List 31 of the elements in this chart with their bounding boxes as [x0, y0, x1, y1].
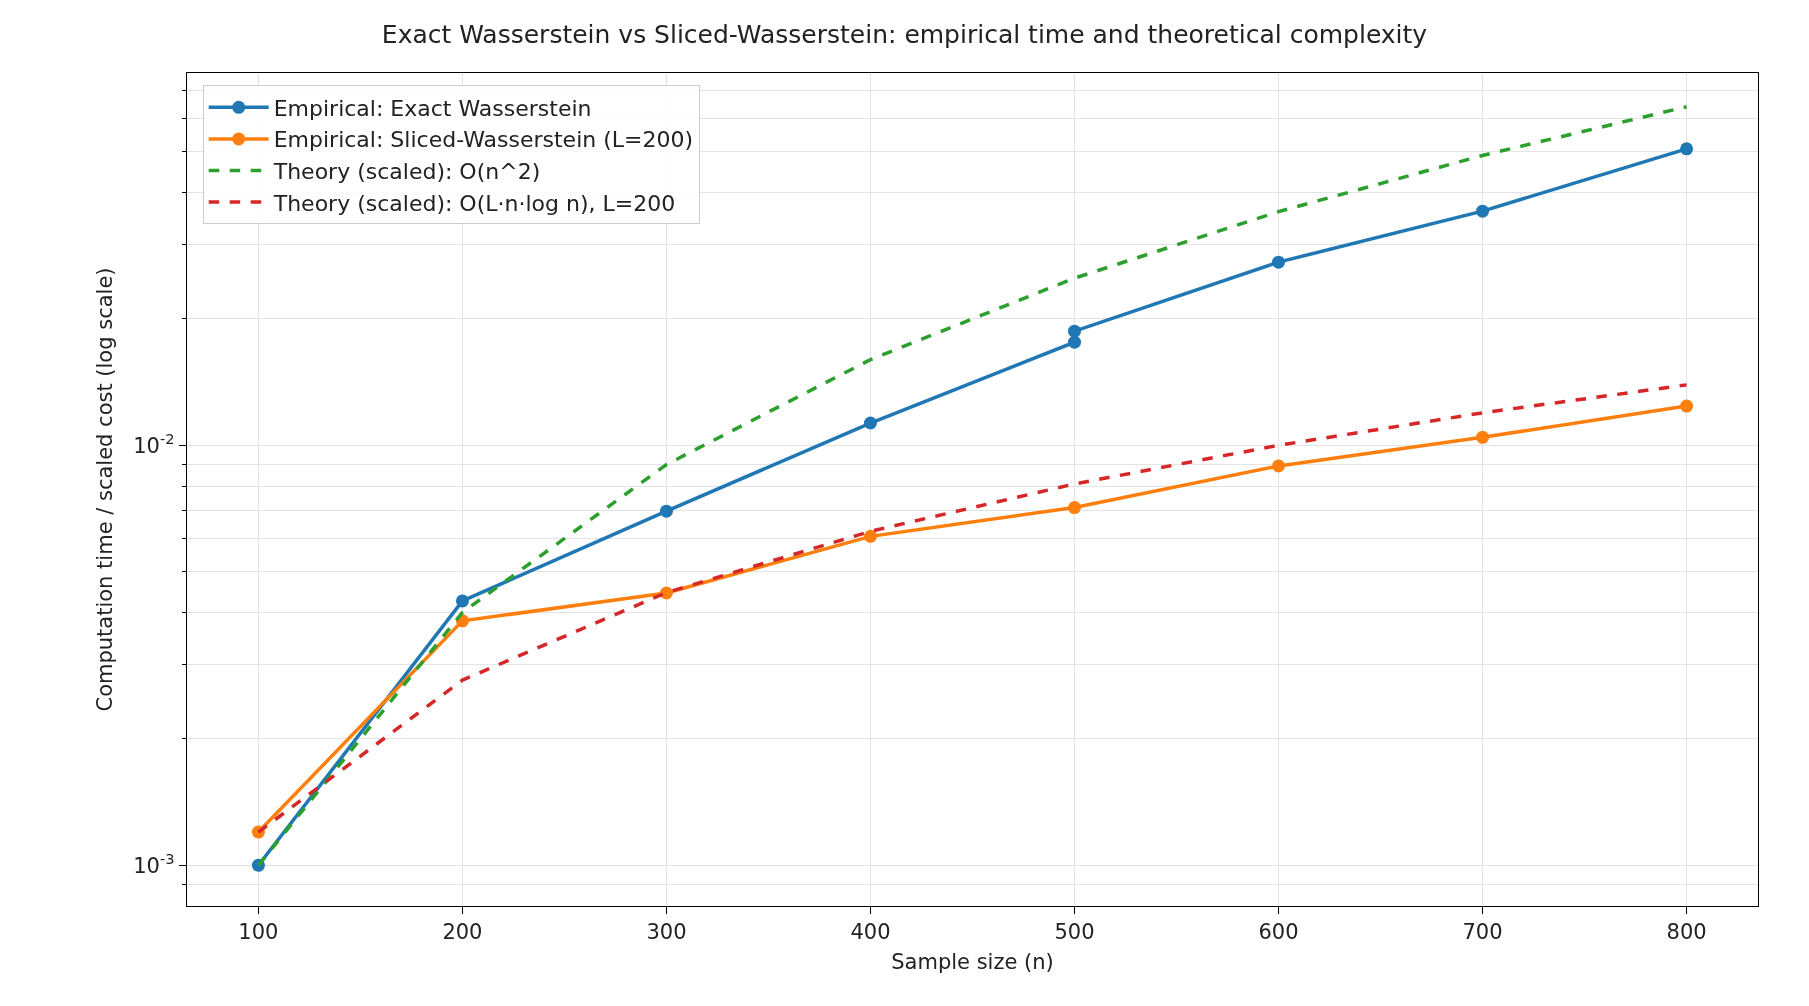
- y-tick-label: 10$^{-2}$: [133, 429, 175, 458]
- legend-label: Theory (scaled): O(L·n·log n), L=200: [272, 190, 676, 216]
- x-tick-label: 500: [1054, 920, 1095, 945]
- point: [1068, 324, 1082, 338]
- x-tick-label: 600: [1258, 920, 1299, 945]
- point: [864, 416, 877, 430]
- x-tick-label: 700: [1462, 920, 1503, 945]
- legend-label: Empirical: Sliced-Wasserstein (L=200): [273, 127, 694, 153]
- point: [864, 529, 877, 543]
- x-tick-label: 400: [850, 920, 891, 945]
- point: [1680, 399, 1694, 413]
- point: [1272, 255, 1286, 269]
- legend-label: Theory (scaled): O(n^2): [272, 159, 541, 185]
- point: [1476, 204, 1490, 218]
- point: [1068, 501, 1082, 515]
- x-tick-label: 300: [646, 920, 687, 945]
- y-axis-title: Computation time / scaled cost (log scale): [93, 267, 118, 712]
- point: [659, 586, 673, 600]
- x-tick-label: 800: [1666, 920, 1707, 945]
- point: [1272, 459, 1286, 473]
- point: [1068, 335, 1082, 349]
- legend-label: Empirical: Exact Wasserstein: [273, 95, 592, 121]
- point: [1476, 430, 1490, 444]
- x-tick-label: 200: [442, 920, 483, 945]
- x-axis-title: Sample size (n): [891, 949, 1054, 974]
- point: [659, 504, 673, 518]
- point: [455, 594, 469, 608]
- point: [1680, 142, 1694, 156]
- x-tick-label: 100: [238, 920, 279, 945]
- y-tick-label: 10$^{-3}$: [133, 849, 175, 878]
- chart-title: Exact Wasserstein vs Sliced-Wasserstein: empirical time and theoretical complexity: [381, 19, 1428, 49]
